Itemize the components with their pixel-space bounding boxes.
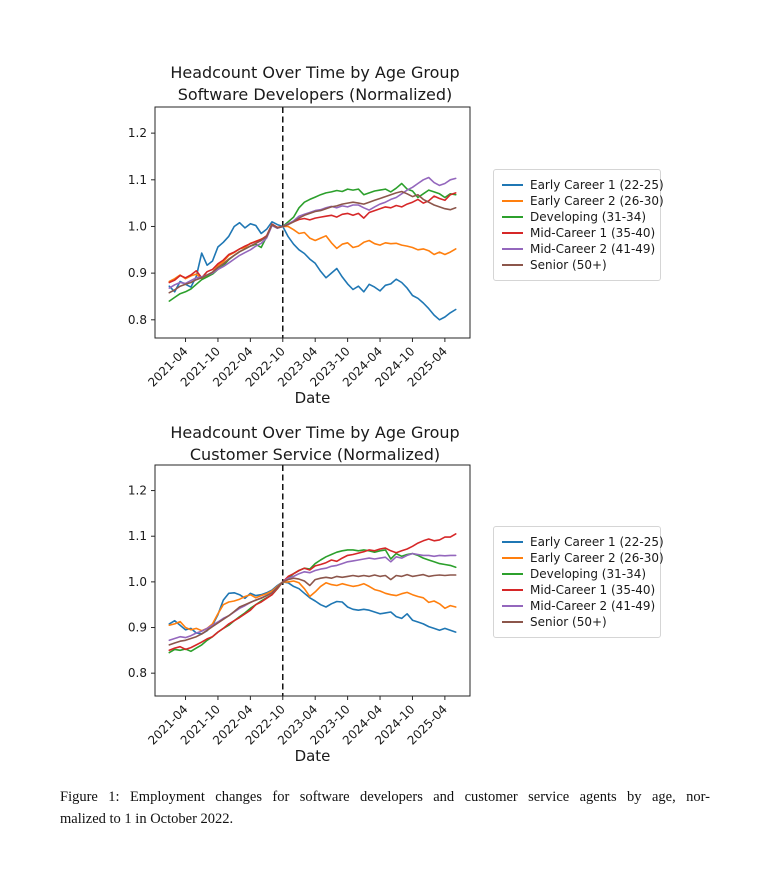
chart1-axes-frame bbox=[154, 106, 471, 339]
figure-caption-line2: malized to 1 in October 2022. bbox=[60, 811, 234, 827]
chart2-line-senior-50 bbox=[168, 573, 457, 646]
chart2-legend: Early Career 1 (22-25) Early Career 2 (2… bbox=[493, 526, 664, 638]
figure-caption: Figure 1: Employment changes for softwar… bbox=[60, 786, 710, 830]
legend-entry-label: Early Career 2 (26-30) bbox=[530, 551, 664, 565]
legend-entry-developing-31-34: Developing (31-34) bbox=[502, 209, 652, 225]
chart1-line-developing-31-34 bbox=[168, 182, 457, 302]
chart2-y-tick-label: 1.2 bbox=[128, 484, 147, 498]
legend-line-sample-icon bbox=[502, 248, 523, 250]
legend-entry-label: Early Career 2 (26-30) bbox=[530, 194, 664, 208]
chart1-line-mid-career-2-41-49 bbox=[168, 176, 457, 289]
legend-entry-early-career-2-26-30: Early Career 2 (26-30) bbox=[502, 550, 664, 566]
legend-entry-label: Early Career 1 (22-25) bbox=[530, 535, 664, 549]
chart2-title: Headcount Over Time by Age Group Custome… bbox=[125, 422, 505, 466]
chart1-xaxis-label: Date bbox=[294, 389, 331, 407]
chart2-line-mid-career-2-41-49 bbox=[168, 552, 457, 642]
chart2-y-tick-label: 0.8 bbox=[128, 666, 147, 680]
legend-entry-label: Developing (31-34) bbox=[530, 210, 647, 224]
legend-entry-mid-career-2-41-49: Mid-Career 2 (41-49) bbox=[502, 241, 656, 257]
legend-entry-label: Early Career 1 (22-25) bbox=[530, 178, 664, 192]
legend-entry-early-career-2-26-30: Early Career 2 (26-30) bbox=[502, 193, 664, 209]
chart1-y-tick-label: 1.2 bbox=[128, 126, 147, 140]
chart2-line-early-career-2-26-30 bbox=[168, 580, 457, 632]
legend-line-sample-icon bbox=[502, 264, 523, 266]
legend-line-sample-icon bbox=[502, 541, 523, 543]
legend-line-sample-icon bbox=[502, 232, 523, 234]
chart1-line-mid-career-1-35-40 bbox=[168, 192, 457, 284]
chart1-title: Headcount Over Time by Age Group Softwar… bbox=[125, 62, 505, 106]
legend-line-sample-icon bbox=[502, 621, 523, 623]
chart1-y-tick-label: 1.1 bbox=[128, 173, 147, 187]
chart2-y-tick-label: 0.9 bbox=[128, 621, 147, 635]
legend-entry-senior-50: Senior (50+) bbox=[502, 614, 652, 630]
legend-entry-senior-50: Senior (50+) bbox=[502, 257, 652, 273]
legend-entry-mid-career-1-35-40: Mid-Career 1 (35-40) bbox=[502, 582, 656, 598]
legend-entry-label: Mid-Career 1 (35-40) bbox=[530, 583, 656, 597]
chart1-y-tick-label: 1.0 bbox=[128, 219, 147, 233]
legend-line-sample-icon bbox=[502, 557, 523, 559]
legend-entry-label: Mid-Career 2 (41-49) bbox=[530, 242, 656, 256]
legend-entry-mid-career-2-41-49: Mid-Career 2 (41-49) bbox=[502, 598, 656, 614]
legend-line-sample-icon bbox=[502, 216, 523, 218]
chart2-y-tick-label: 1.1 bbox=[128, 529, 147, 543]
legend-entry-label: Mid-Career 2 (41-49) bbox=[530, 599, 656, 613]
legend-line-sample-icon bbox=[502, 200, 523, 202]
legend-entry-early-career-1-22-25: Early Career 1 (22-25) bbox=[502, 534, 664, 550]
figure-caption-line1: Figure 1: Employment changes for softwar… bbox=[60, 789, 710, 805]
chart1-y-tick-label: 0.9 bbox=[128, 266, 147, 280]
chart1-legend: Early Career 1 (22-25) Early Career 2 (2… bbox=[493, 169, 664, 281]
chart1-title-line2: Software Developers (Normalized) bbox=[177, 85, 453, 104]
chart2-title-line1: Headcount Over Time by Age Group bbox=[170, 423, 460, 442]
legend-line-sample-icon bbox=[502, 589, 523, 591]
chart2-y-tick-label: 1.0 bbox=[128, 575, 147, 589]
chart1-line-early-career-2-26-30 bbox=[168, 223, 457, 283]
legend-entry-mid-career-1-35-40: Mid-Career 1 (35-40) bbox=[502, 225, 656, 241]
chart1-title-line1: Headcount Over Time by Age Group bbox=[170, 63, 460, 82]
chart2-title-line2: Customer Service (Normalized) bbox=[189, 445, 441, 464]
legend-entry-label: Mid-Career 1 (35-40) bbox=[530, 226, 656, 240]
chart2-xaxis-label: Date bbox=[294, 747, 331, 765]
chart1-y-tick-label: 0.8 bbox=[128, 313, 147, 327]
legend-line-sample-icon bbox=[502, 573, 523, 575]
chart2-axes-frame bbox=[154, 464, 471, 697]
legend-entry-label: Senior (50+) bbox=[530, 258, 607, 272]
chart1-line-early-career-1-22-25 bbox=[168, 221, 457, 321]
legend-entry-developing-31-34: Developing (31-34) bbox=[502, 566, 652, 582]
chart1-line-senior-50 bbox=[168, 190, 457, 294]
chart2-line-mid-career-1-35-40 bbox=[168, 533, 457, 652]
legend-entry-early-career-1-22-25: Early Career 1 (22-25) bbox=[502, 177, 664, 193]
legend-entry-label: Senior (50+) bbox=[530, 615, 607, 629]
legend-line-sample-icon bbox=[502, 605, 523, 607]
legend-entry-label: Developing (31-34) bbox=[530, 567, 647, 581]
legend-line-sample-icon bbox=[502, 184, 523, 186]
